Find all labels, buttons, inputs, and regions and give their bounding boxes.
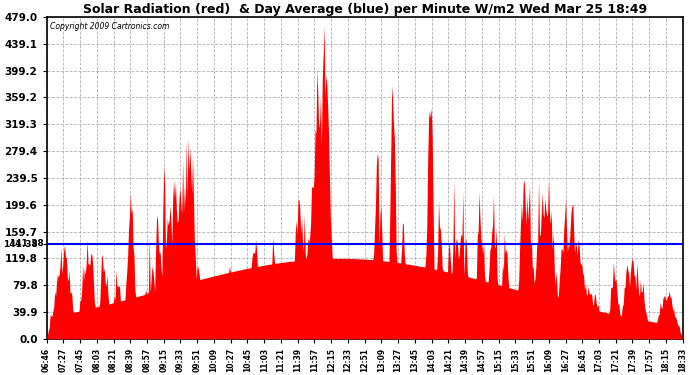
Text: Copyright 2009 Cartronics.com: Copyright 2009 Cartronics.com xyxy=(50,22,169,31)
Text: 141.38: 141.38 xyxy=(8,239,43,248)
Title: Solar Radiation (red)  & Day Average (blue) per Minute W/m2 Wed Mar 25 18:49: Solar Radiation (red) & Day Average (blu… xyxy=(83,3,647,16)
